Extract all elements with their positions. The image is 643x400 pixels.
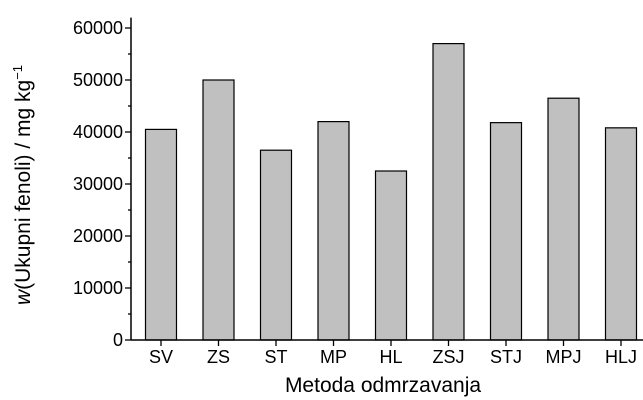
bars-group bbox=[144, 42, 638, 341]
y-tick-label: 60000 bbox=[73, 18, 123, 38]
x-tick-label: ST bbox=[264, 347, 287, 367]
bar-hl bbox=[374, 170, 408, 341]
x-tick-label: STJ bbox=[490, 347, 522, 367]
bar-sv bbox=[144, 128, 178, 341]
y-tick-label: 50000 bbox=[73, 70, 123, 90]
bar-mp bbox=[317, 120, 350, 341]
x-tick-label: HL bbox=[379, 347, 402, 367]
x-tick-label: MPJ bbox=[546, 347, 582, 367]
y-tick-label: 40000 bbox=[73, 122, 123, 142]
x-tick-label: ZS bbox=[207, 347, 230, 367]
x-tick-label: MP bbox=[320, 347, 347, 367]
y-axis-title-text: (Ukupni fenoli) / mg kg bbox=[12, 80, 35, 290]
y-ticks-group: 0 10000 20000 30000 40000 50000 60000 bbox=[73, 18, 131, 350]
y-tick-label: 20000 bbox=[73, 226, 123, 246]
bar-mpj bbox=[547, 97, 580, 341]
y-tick-label: 30000 bbox=[73, 174, 123, 194]
bar-st bbox=[259, 149, 293, 341]
x-tick-label: SV bbox=[149, 347, 173, 367]
y-tick-label: 0 bbox=[113, 330, 123, 350]
bar-hlj bbox=[604, 127, 638, 341]
y-axis-symbol: w bbox=[12, 288, 35, 305]
bar-zs bbox=[202, 79, 235, 341]
y-axis-unit-exponent: −1 bbox=[10, 65, 25, 80]
y-axis-title: w(Ukupni fenoli) / mg kg−1 bbox=[10, 65, 35, 305]
x-axis-title: Metoda odmrzavanja bbox=[285, 374, 481, 397]
bar-stj bbox=[489, 122, 523, 341]
x-tick-label: ZSJ bbox=[432, 347, 464, 367]
bar-zsj bbox=[432, 42, 465, 341]
y-tick-label: 10000 bbox=[73, 278, 123, 298]
x-ticks-group: SV ZS ST MP HL ZSJ STJ MPJ HLJ bbox=[149, 340, 637, 367]
x-tick-label: HLJ bbox=[605, 347, 637, 367]
